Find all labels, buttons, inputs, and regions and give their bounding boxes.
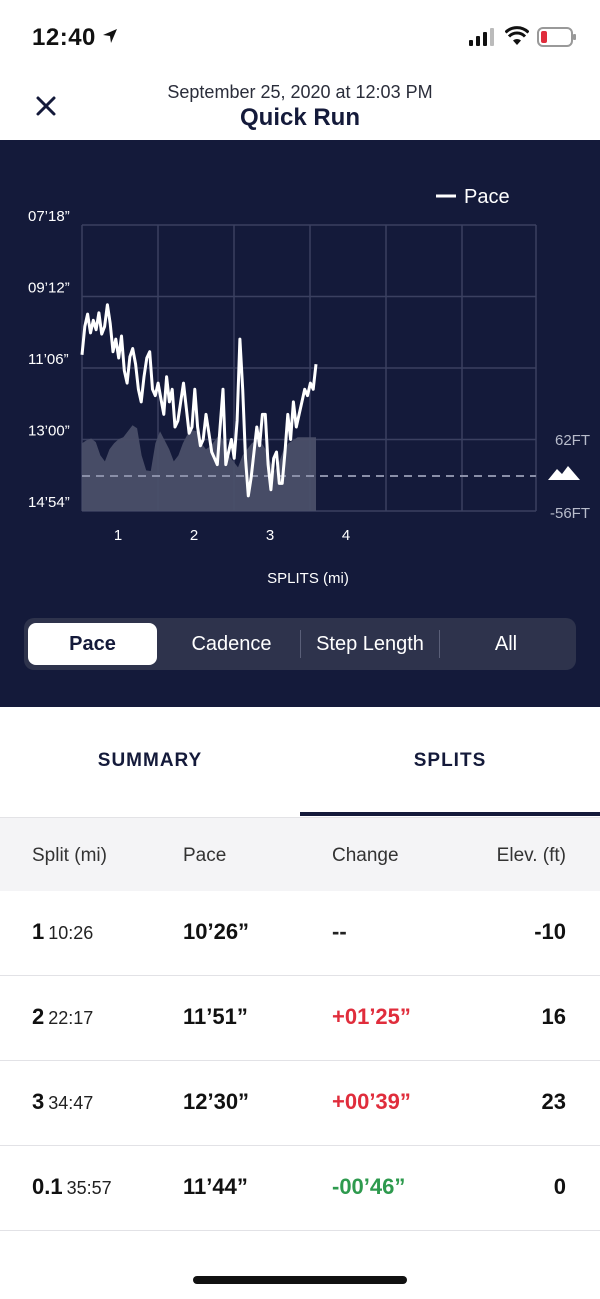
elevation-area — [82, 425, 316, 511]
split-number: 2 — [32, 1004, 45, 1029]
header-split: Split (mi) — [32, 845, 107, 866]
split-number: 1 — [32, 919, 45, 944]
status-time: 12:40 — [32, 24, 96, 51]
pace-cell: 11’44” — [183, 1174, 248, 1199]
header-change: Change — [332, 845, 399, 866]
change-cell: +00’39” — [332, 1089, 411, 1114]
x-tick-label: 1 — [114, 527, 122, 544]
activity-header: September 25, 2020 at 12:03 PM Quick Run — [0, 72, 600, 140]
y-tick-label: 09’12” — [28, 280, 70, 297]
split-number: 3 — [32, 1089, 45, 1114]
pace-line — [80, 303, 318, 498]
x-tick-label: 2 — [190, 527, 198, 544]
elevation-min-label: -56FT — [550, 505, 590, 522]
activity-datetime: September 25, 2020 at 12:03 PM — [167, 82, 433, 102]
metric-segmented-control: Pace Cadence Step Length All — [24, 618, 576, 670]
x-tick-label: 3 — [266, 527, 274, 544]
detail-tabs: SUMMARY SPLITS — [0, 707, 600, 817]
splits-table-header: Split (mi) Pace Change Elev. (ft) — [0, 817, 600, 891]
split-time: 10:26 — [48, 923, 94, 943]
split-time: 34:47 — [48, 1093, 94, 1113]
location-arrow-icon — [103, 29, 117, 43]
page-title: Quick Run — [239, 104, 360, 131]
segment-step-length[interactable]: Step Length — [316, 633, 424, 655]
change-cell: -00’46” — [332, 1174, 406, 1199]
split-time: 22:17 — [48, 1008, 94, 1028]
pace-chart: 07’18” 09’12” 11’06” 13’00” 14’54” 1 2 3 4 Pace… — [28, 186, 590, 587]
tab-splits[interactable]: SPLITS — [413, 750, 487, 771]
split-cell: 1 10:26 — [32, 919, 93, 945]
tab-summary[interactable]: SUMMARY — [97, 750, 203, 771]
table-row[interactable]: 1 10:26 10’26” -- -10 — [0, 891, 600, 976]
wifi-icon — [505, 26, 529, 45]
y-tick-label: 13’00” — [28, 423, 70, 440]
table-row[interactable]: 3 34:47 12’30” +00’39” 23 — [0, 1061, 600, 1146]
segment-all[interactable]: All — [494, 633, 518, 655]
mountain-icon — [548, 466, 580, 480]
status-bar: 12:40 — [0, 0, 600, 72]
elevation-cell: -10 — [534, 919, 566, 944]
elevation-cell: 23 — [541, 1089, 566, 1114]
segment-cadence[interactable]: Cadence — [191, 633, 272, 655]
split-cell: 0.1 35:57 — [32, 1174, 112, 1200]
battery-low-icon — [537, 27, 576, 47]
header-elev: Elev. (ft) — [496, 845, 566, 866]
x-axis-label: SPLITS (mi) — [267, 570, 349, 587]
active-tab-indicator — [300, 812, 600, 816]
split-cell: 3 34:47 — [32, 1089, 93, 1115]
table-row[interactable]: 2 22:17 11’51” +01’25” 16 — [0, 976, 600, 1061]
header-pace: Pace — [183, 845, 227, 866]
pace-cell: 10’26” — [183, 919, 250, 944]
close-icon[interactable] — [30, 90, 62, 122]
segment-pace[interactable]: Pace — [28, 623, 157, 665]
elevation-max-label: 62FT — [555, 432, 590, 449]
pace-cell: 11’51” — [183, 1004, 248, 1029]
y-tick-label: 07’18” — [28, 208, 70, 225]
y-tick-label: 14’54” — [28, 494, 70, 511]
elevation-cell: 16 — [541, 1004, 566, 1029]
segment-divider — [439, 630, 440, 658]
legend-label: Pace — [464, 186, 510, 208]
cellular-signal-icon — [469, 28, 494, 46]
split-number: 0.1 — [32, 1174, 63, 1199]
pace-cell: 12’30” — [183, 1089, 250, 1114]
split-cell: 2 22:17 — [32, 1004, 93, 1030]
segment-divider — [300, 630, 301, 658]
change-cell: -- — [332, 919, 347, 944]
y-tick-label: 11’06” — [28, 351, 69, 368]
table-row[interactable]: 0.1 35:57 11’44” -00’46” 0 — [0, 1146, 600, 1231]
x-tick-label: 4 — [342, 527, 350, 544]
pace-chart-panel: 07’18” 09’12” 11’06” 13’00” 14’54” 1 2 3 4 Pace… — [0, 140, 600, 707]
home-indicator — [193, 1276, 407, 1284]
split-time: 35:57 — [66, 1178, 112, 1198]
elevation-cell: 0 — [553, 1174, 566, 1199]
change-cell: +01’25” — [332, 1004, 411, 1029]
